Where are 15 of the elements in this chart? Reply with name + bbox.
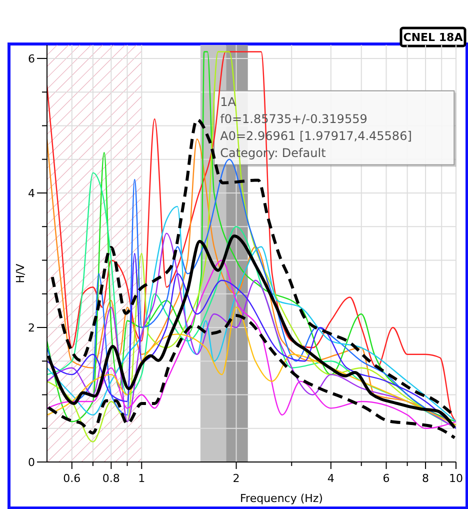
x-axis-title: Frequency (Hz) bbox=[240, 492, 323, 505]
y-tick-label: 6 bbox=[28, 52, 35, 66]
x-tick-label: 2 bbox=[232, 472, 240, 485]
y-tick-label: 0 bbox=[28, 456, 35, 469]
x-tick-label: 10 bbox=[449, 472, 463, 485]
x-tick-label: 8 bbox=[422, 472, 430, 485]
y-tick-label: 2 bbox=[28, 321, 35, 334]
x-tick-label: 0.6 bbox=[63, 472, 81, 485]
x-tick-label: 6 bbox=[382, 472, 390, 485]
x-tick-label: 1 bbox=[138, 472, 146, 485]
x-tick-label: 0.8 bbox=[102, 472, 120, 485]
y-tick-label: 4 bbox=[28, 186, 35, 200]
y-axis-title: H/V bbox=[14, 263, 27, 284]
x-tick-label: 4 bbox=[327, 472, 334, 485]
chart-title: CNEL 18A bbox=[403, 31, 464, 44]
